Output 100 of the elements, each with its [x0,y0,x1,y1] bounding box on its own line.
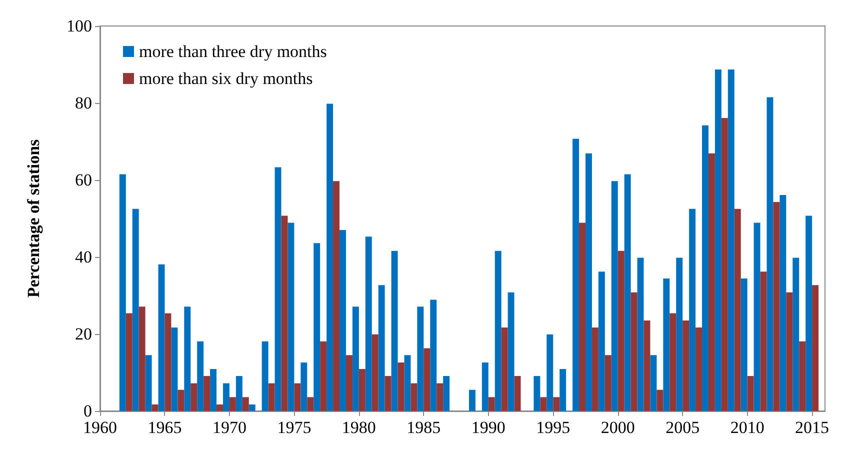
bar [288,222,294,411]
bar [494,250,502,411]
bar [508,292,514,411]
bar [190,383,198,411]
bar [384,376,392,411]
x-tick-label: 1970 [212,418,246,437]
bar [792,258,800,411]
x-tick-label: 1980 [342,418,376,437]
bar [365,236,372,411]
bar [708,153,715,411]
bar [663,278,670,411]
y-tick-label: 100 [66,16,92,36]
bar [210,369,217,411]
bar [145,355,152,411]
x-tick-label: 2010 [730,418,764,437]
bar [670,313,676,411]
bar [229,397,236,411]
bar [178,390,184,411]
bar [294,383,301,411]
bar [242,397,249,411]
bar [721,118,728,411]
bar [333,181,340,411]
bar [734,208,741,411]
bar [644,320,650,411]
bar [754,222,760,411]
bar [806,216,812,411]
bar [702,125,708,411]
bar [126,313,132,411]
bar [650,355,657,411]
bar [424,348,430,411]
bar [676,258,683,411]
bar [618,250,624,411]
bar [560,369,566,411]
legend-label: more than six dry months [139,69,313,88]
bar [197,341,204,411]
bar [579,222,586,411]
bar [553,397,560,411]
bar [268,383,275,411]
bar [436,383,444,411]
bar [391,250,398,411]
bar [696,327,702,411]
bar [592,327,598,411]
x-tick-label: 2005 [666,418,700,437]
bar [488,397,495,411]
bar [352,306,359,411]
bar [314,243,320,411]
bar [637,258,644,411]
bar [430,300,437,411]
bar [119,174,126,411]
x-tick-label: 1960 [83,418,117,437]
bar [598,272,605,411]
bar [262,341,268,411]
bar [443,376,450,411]
x-tick-label: 2015 [795,418,830,437]
bar [307,397,314,411]
bar [248,404,256,411]
bar [274,167,282,411]
bar [222,383,230,411]
x-tick-label: 1975 [277,418,312,437]
bar [326,104,334,411]
bar [585,153,592,411]
bar [417,306,424,411]
bar [604,355,612,411]
bar [766,97,774,411]
bar [714,70,722,411]
bar [410,383,418,411]
y-axis-title: Percentage of stations [24,138,43,298]
bar [138,306,146,411]
bar [164,313,172,411]
bar [378,285,385,411]
y-tick-label: 20 [75,324,92,344]
bar [158,264,165,411]
bar [747,376,754,411]
y-tick-label: 80 [75,94,92,112]
bar [682,320,690,411]
bar [773,202,780,411]
bar [340,230,346,411]
x-tick-label: 1995 [536,418,570,437]
bar [624,174,631,411]
y-tick-label: 40 [75,248,92,266]
y-tick-label: 0 [84,402,92,420]
bar [760,272,767,411]
x-tick-label: 1990 [471,418,506,437]
bar [656,390,664,411]
bar [236,376,242,411]
bar [812,285,819,411]
bar [540,397,547,411]
bar [630,292,638,411]
bar [611,181,618,411]
bar [281,216,288,411]
bar [300,362,308,411]
bar [689,208,696,411]
bar [372,334,378,411]
y-tick-label: 60 [75,170,92,190]
bar [152,404,158,411]
bar [534,376,540,411]
bar [728,70,734,411]
bar [346,355,352,411]
bar [132,208,139,411]
bar [216,404,223,411]
